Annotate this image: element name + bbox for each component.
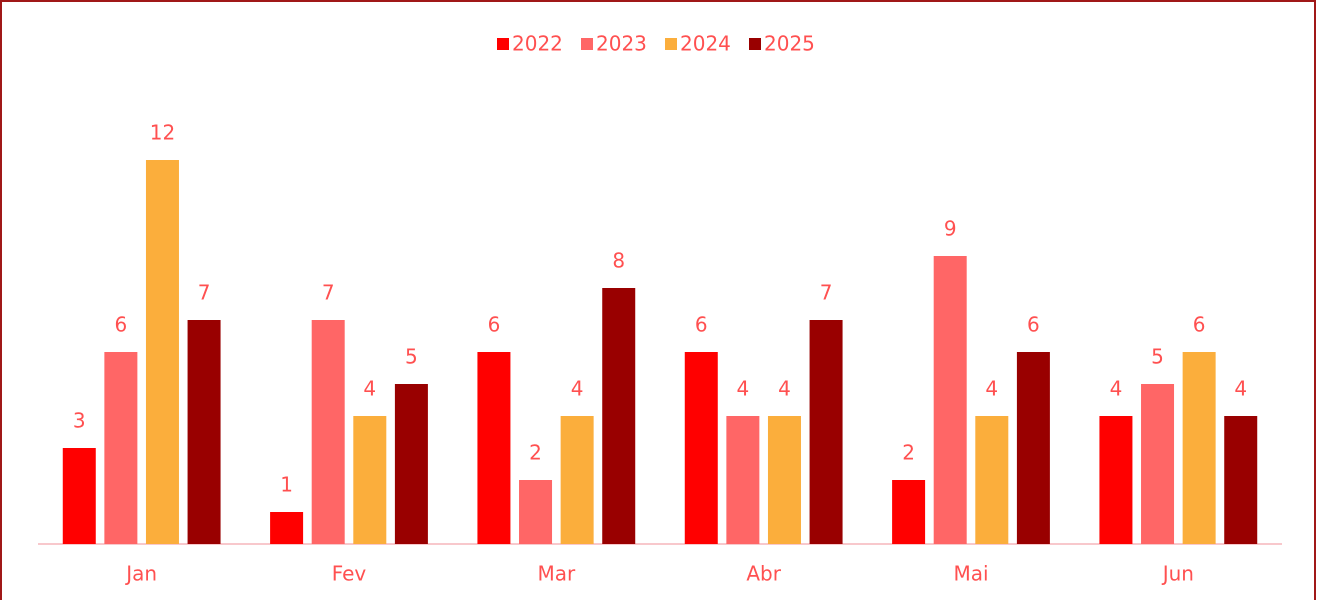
legend-swatch — [497, 38, 509, 50]
bar — [477, 352, 511, 544]
bar — [809, 320, 843, 544]
bar — [353, 416, 387, 544]
data-label: 2 — [529, 441, 542, 465]
x-tick-label: Jun — [1161, 562, 1194, 586]
data-label: 7 — [322, 281, 335, 305]
data-label: 8 — [612, 249, 625, 273]
bar — [975, 416, 1009, 544]
data-label: 6 — [114, 313, 127, 337]
legend-swatch — [665, 38, 677, 50]
bar — [1182, 352, 1216, 544]
legend-swatch — [749, 38, 761, 50]
x-tick-label: Abr — [746, 562, 781, 586]
bar — [1016, 352, 1050, 544]
bar — [1099, 416, 1133, 544]
bar — [726, 416, 760, 544]
data-label: 4 — [571, 377, 584, 401]
legend-label: 2025 — [764, 32, 815, 56]
x-tick-label: Mai — [953, 562, 988, 586]
bar — [145, 160, 179, 544]
bar — [767, 416, 801, 544]
data-label: 4 — [1110, 377, 1123, 401]
bar — [560, 416, 594, 544]
data-label: 4 — [985, 377, 998, 401]
data-label: 7 — [820, 281, 833, 305]
legend-label: 2022 — [512, 32, 563, 56]
bar — [892, 480, 926, 544]
bar — [62, 448, 96, 544]
bar — [1141, 384, 1175, 544]
bar — [519, 480, 553, 544]
x-tick-label: Fev — [332, 562, 367, 586]
bar — [394, 384, 428, 544]
data-label: 5 — [405, 345, 418, 369]
bar — [104, 352, 138, 544]
bar — [933, 256, 967, 544]
data-label: 4 — [736, 377, 749, 401]
bar — [311, 320, 345, 544]
x-tick-label: Mar — [537, 562, 576, 586]
data-label: 7 — [198, 281, 211, 305]
legend-swatch — [581, 38, 593, 50]
bar — [270, 512, 304, 544]
data-label: 6 — [695, 313, 708, 337]
bar — [187, 320, 221, 544]
x-tick-label: Jan — [124, 562, 157, 586]
bar — [1224, 416, 1258, 544]
data-label: 4 — [778, 377, 791, 401]
data-label: 6 — [1027, 313, 1040, 337]
data-label: 9 — [944, 217, 957, 241]
data-label: 2 — [902, 441, 915, 465]
data-label: 3 — [73, 409, 86, 433]
data-label: 6 — [1193, 313, 1206, 337]
data-label: 12 — [150, 121, 175, 145]
bar — [602, 288, 636, 544]
legend-label: 2023 — [596, 32, 647, 56]
data-label: 6 — [488, 313, 501, 337]
data-label: 4 — [1234, 377, 1247, 401]
data-label: 1 — [280, 473, 293, 497]
legend-label: 2024 — [680, 32, 731, 56]
data-label: 4 — [363, 377, 376, 401]
bar — [684, 352, 718, 544]
data-label: 5 — [1151, 345, 1164, 369]
